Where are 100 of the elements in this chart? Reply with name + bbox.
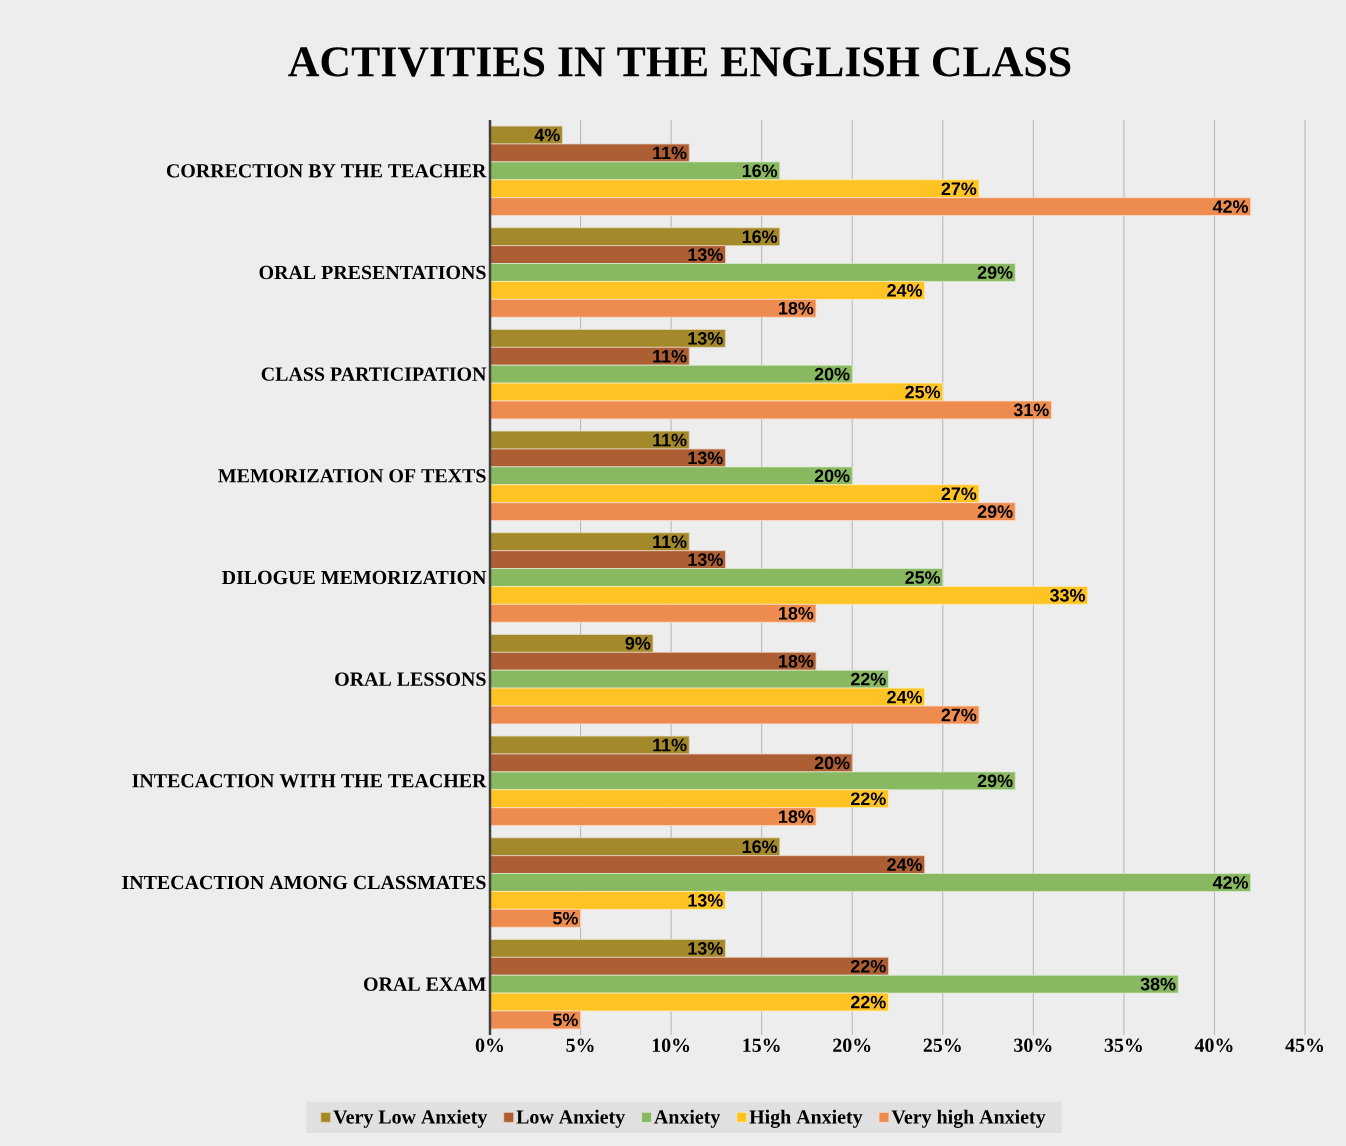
- y-tick-label: DILOGUE MEMORIZATION: [222, 570, 487, 585]
- data-label: 9%: [625, 637, 651, 650]
- x-tick-label: 0%: [475, 1038, 504, 1053]
- data-label: 31%: [1013, 403, 1049, 417]
- data-label: 11%: [653, 146, 687, 160]
- bar: [489, 956, 889, 976]
- data-label: 27%: [941, 487, 977, 501]
- legend-label: Very high Anxiety: [891, 1109, 1046, 1128]
- data-label: 24%: [887, 690, 922, 704]
- bar: [489, 298, 817, 318]
- data-label: 25%: [905, 571, 941, 584]
- data-label: 20%: [814, 469, 850, 483]
- bar: [489, 179, 980, 199]
- data-label: 5%: [552, 1013, 578, 1027]
- data-label: 20%: [814, 367, 850, 381]
- bar: [489, 939, 726, 958]
- bar: [489, 502, 1016, 521]
- data-label: 29%: [977, 266, 1013, 279]
- y-tick-label: INTECACTION WITH THE TEACHER: [132, 774, 487, 788]
- bar: [489, 735, 690, 755]
- bar: [489, 891, 726, 910]
- x-tick-label: 10%: [652, 1038, 690, 1053]
- bar: [489, 400, 1052, 420]
- bar: [489, 346, 690, 366]
- x-tick-label: 15%: [743, 1038, 780, 1053]
- legend-label: High Anxiety: [749, 1109, 863, 1128]
- data-label: 20%: [814, 756, 850, 770]
- y-tick-label: ORAL LESSONS: [335, 672, 486, 686]
- data-label: 13%: [688, 451, 723, 465]
- data-label: 38%: [1140, 977, 1176, 991]
- bar: [489, 807, 817, 826]
- bar: [489, 873, 1252, 892]
- bar: [489, 143, 690, 163]
- bar: [489, 466, 853, 486]
- data-label: 11%: [653, 535, 687, 549]
- bar: [489, 789, 889, 809]
- data-label: 13%: [688, 553, 723, 566]
- x-tick-label: 20%: [833, 1038, 871, 1053]
- data-label: 22%: [850, 995, 886, 1009]
- bar: [489, 603, 817, 623]
- y-tick-label: ORAL PRESENTATIONS: [259, 265, 486, 280]
- x-tick-label: 5%: [566, 1038, 594, 1053]
- legend-label: Low Anxiety: [516, 1109, 625, 1128]
- y-tick-label: ORAL EXAM: [364, 977, 486, 991]
- y-tick-label: INTECACTION AMONG CLASSMATES: [122, 875, 486, 890]
- bar: [489, 687, 926, 707]
- y-tick-label: CLASS PARTICIPATION: [261, 367, 487, 381]
- data-label: 13%: [688, 248, 723, 261]
- bar: [489, 263, 1016, 282]
- bar: [489, 227, 781, 247]
- data-label: 22%: [850, 959, 886, 973]
- bar: [489, 281, 926, 300]
- bar: [489, 651, 817, 671]
- bar: [489, 382, 944, 402]
- legend-label: Anxiety: [654, 1109, 721, 1128]
- bar: [489, 430, 690, 450]
- data-label: 5%: [552, 911, 578, 925]
- x-tick-label: 25%: [923, 1038, 961, 1053]
- data-label: 18%: [779, 301, 814, 315]
- data-label: 18%: [779, 606, 814, 620]
- bar: [489, 568, 944, 587]
- data-label: 22%: [850, 792, 886, 806]
- data-label: 42%: [1212, 200, 1248, 213]
- data-label: 42%: [1212, 876, 1248, 889]
- y-tick-label: MEMORIZATION OF TEXTS: [218, 469, 486, 483]
- chart-title: ACTIVITIES IN THE ENGLISH CLASS: [288, 47, 1071, 77]
- bar: [489, 992, 889, 1012]
- bar: [489, 634, 654, 653]
- data-label: 4%: [534, 128, 560, 142]
- data-label: 11%: [653, 738, 687, 752]
- bar: [489, 908, 581, 928]
- data-label: 27%: [941, 708, 977, 722]
- x-tick-label: 30%: [1014, 1038, 1052, 1053]
- data-label: 16%: [742, 164, 778, 178]
- bar: [489, 161, 781, 181]
- data-label: 13%: [688, 894, 723, 907]
- legend-label: Very Low Anxiety: [333, 1109, 488, 1128]
- data-label: 25%: [905, 385, 941, 399]
- data-label: 33%: [1049, 589, 1085, 602]
- y-tick-label: CORRECTION BY THE TEACHER: [166, 164, 487, 178]
- data-label: 16%: [742, 840, 778, 854]
- data-label: 29%: [977, 774, 1013, 788]
- bar: [489, 550, 726, 569]
- data-label: 11%: [653, 349, 687, 363]
- data-label: 13%: [688, 332, 723, 345]
- bar: [489, 837, 781, 857]
- data-label: 24%: [887, 858, 922, 871]
- bar: [489, 705, 980, 725]
- bar: [489, 329, 726, 348]
- data-label: 16%: [742, 230, 778, 244]
- data-label: 13%: [688, 942, 723, 955]
- bar: [489, 448, 726, 468]
- x-tick-label: 45%: [1285, 1038, 1324, 1053]
- bar: [489, 974, 1179, 994]
- bar: [489, 532, 690, 552]
- data-label: 18%: [779, 810, 814, 823]
- bar: [489, 484, 980, 504]
- data-label: 11%: [653, 433, 687, 447]
- bar: [489, 197, 1252, 216]
- data-label: 27%: [941, 182, 977, 196]
